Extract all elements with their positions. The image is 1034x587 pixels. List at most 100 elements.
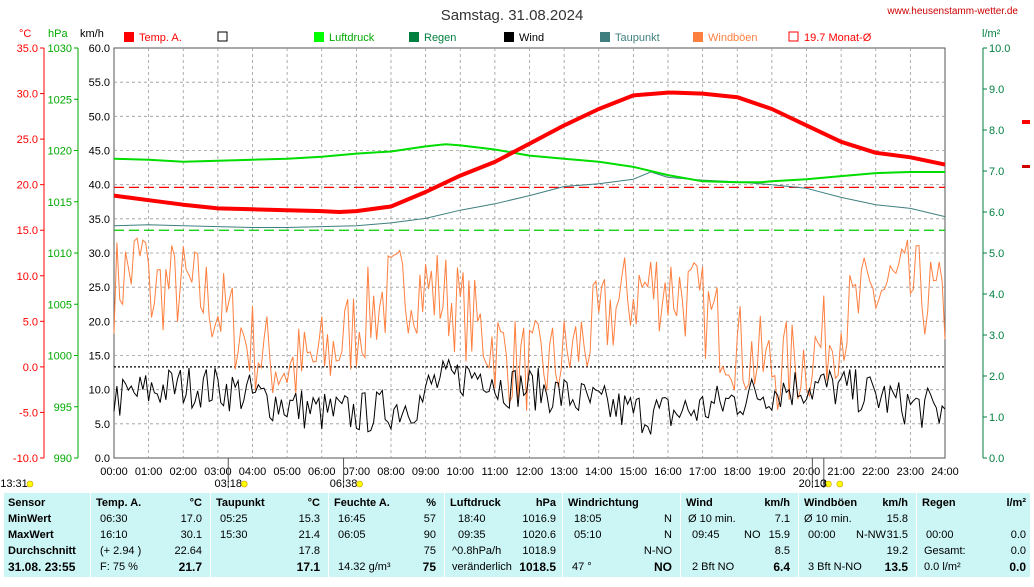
wind-tick-label: 35.0 bbox=[89, 214, 110, 226]
temp-head: Temp. A. bbox=[96, 497, 142, 509]
sun-icon bbox=[240, 480, 248, 488]
site-link[interactable]: www.heusenstamm-wetter.de bbox=[886, 6, 1018, 17]
rain-column: Regen l/m² 00:00 0.0 Gesamt: 0.0 0.0 l/m… bbox=[920, 493, 1028, 577]
x-tick-label: 06:00 bbox=[308, 466, 336, 478]
x-tick-label: 04:00 bbox=[239, 466, 267, 478]
legend-swatch bbox=[314, 32, 324, 42]
legend-label: Windböen bbox=[708, 32, 758, 44]
sun-marker-label: 06:38 bbox=[330, 478, 358, 490]
wind-current-value: 6.4 bbox=[773, 560, 790, 574]
x-tick-label: 07:00 bbox=[343, 466, 371, 478]
sun-icon bbox=[825, 480, 832, 488]
gust-max-value: 31.5 bbox=[886, 529, 908, 541]
press-min-time: 18:40 bbox=[458, 513, 486, 525]
statistics-table: Sensor MinWert MaxWert Durchschnitt 31.0… bbox=[4, 493, 1030, 577]
temp-tick-label: 15.0 bbox=[17, 225, 38, 237]
temp-min-value: 17.0 bbox=[180, 513, 202, 525]
legend-label: Wind bbox=[519, 32, 544, 44]
x-tick-label: 24:00 bbox=[931, 466, 959, 478]
wind-max-time: 09:45 bbox=[692, 529, 720, 541]
wind-max-value: 15.9 bbox=[768, 529, 790, 541]
pressure-tick-label: 1000 bbox=[48, 351, 72, 363]
press-unit: hPa bbox=[535, 497, 556, 509]
press-max-time: 09:35 bbox=[458, 529, 486, 541]
sun-icon bbox=[356, 480, 363, 488]
dewpoint-column: Taupunkt °C 05:25 15.3 15:30 21.4 17.8 1… bbox=[214, 493, 326, 577]
legend-label: 19.7 Monat-Ø bbox=[804, 32, 872, 44]
rain-tick-label: 9.0 bbox=[989, 84, 1004, 96]
pressure-column: Luftdruck hPa 18:40 1016.9 09:35 1020.6 … bbox=[448, 493, 560, 577]
wind-tick-label: 20.0 bbox=[89, 316, 110, 328]
temp-max-time: 16:10 bbox=[100, 529, 128, 541]
dew-head: Taupunkt bbox=[216, 497, 265, 509]
x-tick-label: 19:00 bbox=[758, 466, 786, 478]
chart-grid bbox=[113, 47, 946, 459]
chart-title: Samstag. 31.08.2024 bbox=[441, 7, 584, 24]
pressure-tick-label: 1030 bbox=[48, 43, 72, 55]
x-tick-label: 13:00 bbox=[550, 466, 578, 478]
rain-tick-label: 1.0 bbox=[989, 412, 1004, 424]
wind-tick-label: 45.0 bbox=[89, 146, 110, 158]
hum-max-value: 90 bbox=[423, 529, 436, 541]
hum-absolute: 14.32 g/m³ bbox=[338, 561, 391, 573]
legend-swatch bbox=[409, 32, 419, 42]
legend-swatch bbox=[788, 31, 799, 42]
x-tick-label: 02:00 bbox=[169, 466, 197, 478]
temp-tick-label: 30.0 bbox=[17, 89, 38, 101]
rain-tick-label: 2.0 bbox=[989, 371, 1004, 383]
dir-max-time: 05:10 bbox=[574, 529, 602, 541]
gust-min-value: 15.8 bbox=[886, 513, 908, 525]
x-tick-label: 10:00 bbox=[446, 466, 474, 478]
gust-avg-value: 19.2 bbox=[886, 545, 908, 557]
dir-degrees: 47 ° bbox=[572, 561, 592, 573]
dew-avg-value: 17.8 bbox=[298, 545, 320, 557]
x-tick-label: 14:00 bbox=[585, 466, 613, 478]
temp-tick-label: 25.0 bbox=[17, 134, 38, 146]
press-avg-value: 1018.9 bbox=[522, 545, 556, 557]
gust-unit: km/h bbox=[882, 497, 908, 509]
dew-max-time: 15:30 bbox=[220, 529, 248, 541]
humidity-column: Feuchte A. % 16:45 57 06:05 90 75 14.32 … bbox=[332, 493, 442, 577]
legend-swatch bbox=[124, 32, 134, 42]
dir-head: Windrichtung bbox=[568, 497, 639, 509]
dew-unit: °C bbox=[307, 497, 320, 509]
x-tick-label: 15:00 bbox=[620, 466, 648, 478]
wind-tick-label: 50.0 bbox=[89, 111, 110, 123]
dew-min-value: 15.3 bbox=[298, 513, 320, 525]
wind-tick-label: 55.0 bbox=[89, 77, 110, 89]
axis-labels: 00:00 01:00 02:00 03:00 04:00 05:00 06:00 07:00… bbox=[13, 28, 1011, 478]
series-temperature bbox=[113, 90, 946, 214]
pressure-tick-label: 990 bbox=[54, 453, 72, 465]
wind-avg-value: 8.5 bbox=[774, 545, 790, 557]
dir-current-value: NO bbox=[654, 560, 672, 574]
press-head: Luftdruck bbox=[450, 497, 501, 509]
x-tick-label: 18:00 bbox=[723, 466, 751, 478]
dir-max-value: N bbox=[664, 529, 672, 541]
temp-humidity-note: F: 75 % bbox=[100, 561, 138, 573]
axis-unit-label: km/h bbox=[80, 28, 104, 40]
dir-min-time: 18:05 bbox=[574, 513, 602, 525]
rain-tick-label: 4.0 bbox=[989, 289, 1004, 301]
dew-max-value: 21.4 bbox=[298, 529, 320, 541]
temp-tick-label: -5.0 bbox=[19, 407, 38, 419]
rain-current-text: 0.0 l/m² bbox=[924, 561, 961, 573]
axis-unit-label: °C bbox=[19, 28, 31, 40]
legend-label: Taupunkt bbox=[615, 32, 660, 44]
temp-trend: (+ 2.94 ) bbox=[100, 545, 142, 557]
pressure-tick-label: 995 bbox=[54, 402, 72, 414]
legend-label: Temp. A. bbox=[139, 32, 182, 44]
x-tick-label: 17:00 bbox=[689, 466, 717, 478]
legend-label: Regen bbox=[424, 32, 456, 44]
temp-avg-value: 22.64 bbox=[174, 545, 202, 557]
rain-total-label: Gesamt: bbox=[924, 545, 966, 557]
wind-tick-label: 15.0 bbox=[89, 351, 110, 363]
sun-icon bbox=[836, 480, 844, 488]
rain-tick-label: 3.0 bbox=[989, 330, 1004, 342]
gust-min-label: Ø 10 min. bbox=[804, 513, 852, 525]
x-tick-label: 21:00 bbox=[827, 466, 855, 478]
right-edge-marker bbox=[1022, 120, 1030, 124]
pressure-tick-label: 1010 bbox=[48, 248, 72, 260]
rain-head: Regen bbox=[922, 497, 956, 509]
x-tick-label: 20:00 bbox=[793, 466, 821, 478]
press-forecast: veränderlich bbox=[452, 561, 512, 573]
